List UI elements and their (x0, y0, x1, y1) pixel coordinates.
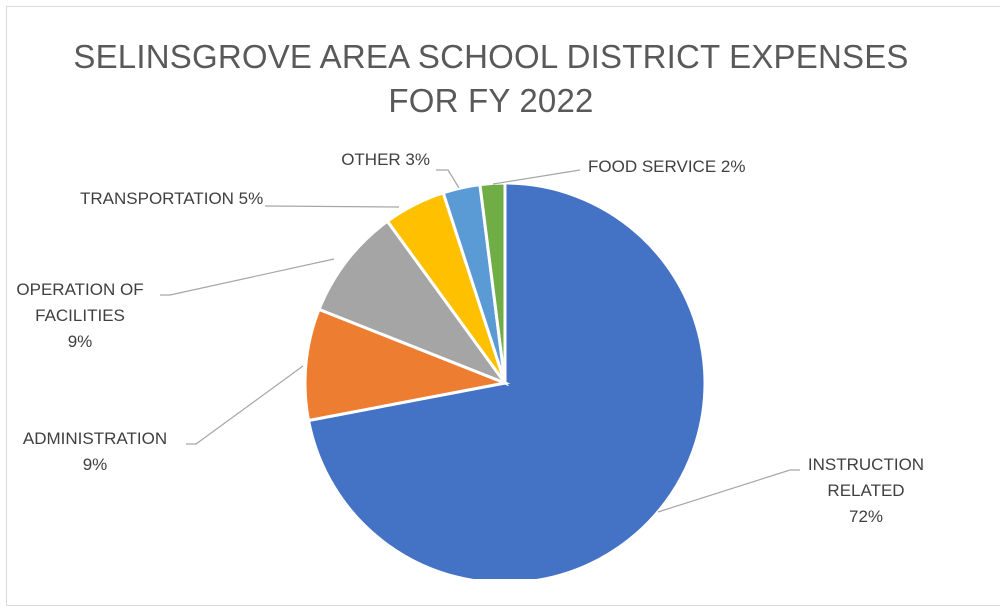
slice-label-line: OPERATION OF (16, 280, 143, 299)
leader-line-other (436, 169, 460, 189)
pie-chart: SELINSGROVE AREA SCHOOL DISTRICT EXPENSE… (16, 38, 924, 579)
slice-label-line: OTHER 3% (341, 150, 430, 169)
leader-line-food (492, 169, 581, 185)
slice-label-line: 72% (849, 507, 883, 526)
slice-labels: INSTRUCTION RELATED 72%ADMINISTRATION 9%OPE… (16, 150, 924, 526)
pie-slice-operation (317, 219, 510, 387)
slice-label-line: 9% (83, 455, 108, 474)
slice-label-line: TRANSPORTATION 5% (80, 189, 263, 208)
slice-label-line: INSTRUCTION (808, 455, 924, 474)
slice-label-administration: ADMINISTRATION 9% (23, 429, 167, 474)
pie-slice-administration (303, 307, 511, 423)
leader-line-instruction (657, 469, 800, 513)
slice-label-transportation: TRANSPORTATION 5% (80, 189, 263, 208)
slice-label-line: FOOD SERVICE 2% (588, 157, 745, 176)
slice-label-line: FACILITIES (35, 306, 125, 325)
pie-slice-food (478, 181, 507, 384)
leader-line-transportation (264, 205, 400, 208)
pie-slices (303, 181, 707, 579)
slice-label-line: RELATED (827, 481, 904, 500)
leader-lines (160, 169, 800, 513)
slice-label-line: ADMINISTRATION (23, 429, 167, 448)
slice-label-line: 9% (68, 332, 93, 351)
slice-label-instruction: INSTRUCTION RELATED 72% (808, 455, 924, 526)
leader-line-operation (160, 258, 335, 296)
slice-label-other: OTHER 3% (341, 150, 430, 169)
leader-line-administration (186, 365, 304, 445)
chart-title-line-2: FOR FY 2022 (388, 82, 593, 119)
chart-title-line-1: SELINSGROVE AREA SCHOOL DISTRICT EXPENSE… (73, 38, 908, 75)
slice-label-operation: OPERATION OF FACILITIES 9% (16, 280, 143, 351)
slice-label-food: FOOD SERVICE 2% (588, 157, 745, 176)
pie-slice-instruction (306, 181, 707, 579)
